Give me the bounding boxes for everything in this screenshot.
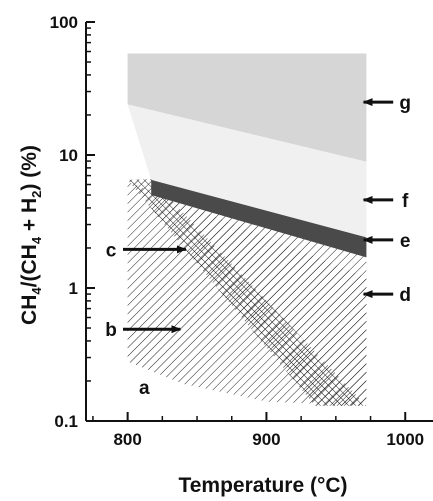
region-label-a: a bbox=[139, 378, 150, 399]
axes-layer: 0.1 1 10 100 800 900 1000 bbox=[50, 13, 433, 449]
y-tick-label: 1 bbox=[69, 279, 78, 298]
region-label-g: g bbox=[399, 93, 411, 114]
x-tick-label: 900 bbox=[252, 430, 280, 449]
region-label-c: c bbox=[106, 240, 117, 261]
region-label-b: b bbox=[105, 320, 117, 341]
region-label-f: f bbox=[402, 191, 409, 212]
region-e bbox=[151, 179, 367, 258]
region-c bbox=[127, 179, 367, 406]
x-tick-label: 1000 bbox=[386, 430, 424, 449]
region-f bbox=[127, 104, 367, 238]
y-tick-label: 100 bbox=[50, 13, 78, 32]
labels-layer: a b c d ef g bbox=[105, 93, 411, 399]
regions-layer bbox=[127, 53, 367, 406]
y-tick-label: 10 bbox=[59, 146, 78, 165]
region-label-d: d bbox=[399, 285, 411, 306]
y-axis-title: CH4/(CH4 + H2) (%) bbox=[18, 145, 44, 325]
x-axis-title: Temperature (°C) bbox=[178, 474, 347, 497]
x-tick-label: 800 bbox=[113, 430, 141, 449]
region-g bbox=[127, 53, 367, 162]
y-tick-label: 0.1 bbox=[54, 412, 78, 431]
region-label-e: e bbox=[400, 231, 411, 252]
